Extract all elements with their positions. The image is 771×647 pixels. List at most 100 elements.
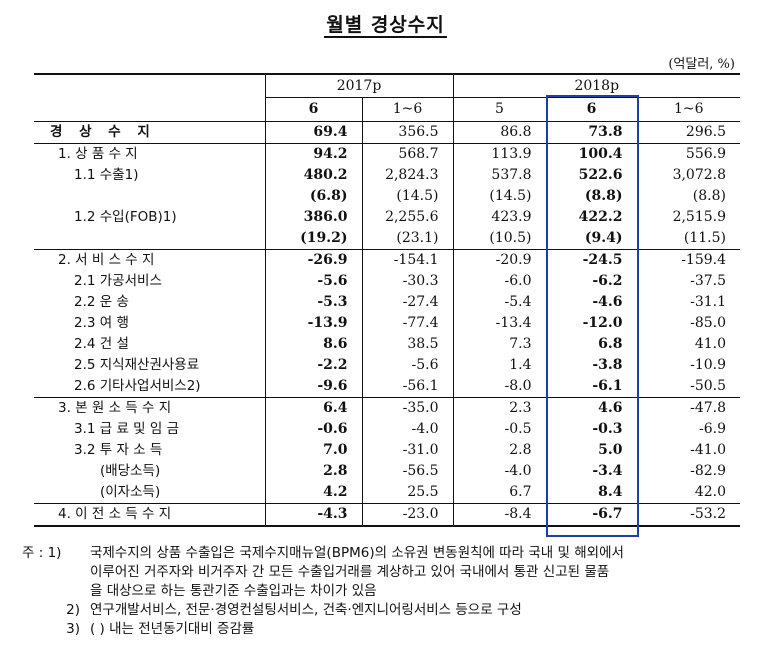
cell-value: 356.5	[362, 121, 454, 144]
cell-value: -2.2	[265, 355, 363, 376]
cell-value: 4.6	[546, 397, 638, 419]
cell-value: 69.4	[265, 121, 363, 144]
cell-value: (23.1)	[362, 228, 454, 250]
cell-value: 296.5	[637, 121, 740, 144]
cell-value: -0.5	[453, 419, 547, 440]
cell-value: 2,515.9	[672, 209, 726, 225]
cell-value: -47.8	[637, 397, 740, 419]
table-row: 3.1 급 료 및 임 금 -0.6 -4.0 -0.5 -0.3 -6.9	[34, 419, 740, 440]
cell-value: 86.8	[453, 121, 547, 144]
header-col: 6	[265, 97, 363, 122]
row-label: 2.5 지식재산권사용료	[34, 355, 266, 376]
cell-value: 6.4	[265, 397, 363, 419]
header-row-years: 2017p 2018p	[34, 73, 740, 98]
page-title: 월별 경상수지	[0, 10, 771, 38]
cell-value: 2.8	[265, 461, 363, 482]
cell-value: -4.6	[546, 292, 638, 313]
cell-value: -6.9	[699, 421, 726, 437]
cell-value: 2,255.6	[362, 207, 454, 228]
cell-value: -8.0	[453, 376, 547, 398]
cell-value: -23.0	[362, 503, 454, 527]
cell-value: 1.4	[453, 355, 547, 376]
header-col: 6	[546, 97, 638, 122]
cell-value: 94.2	[265, 143, 363, 165]
cell-value: -30.3	[362, 271, 454, 292]
table-row: 3.2 투 자 소 득 7.0 -31.0 2.8 5.0 -41.0	[34, 440, 740, 461]
cell-value: -27.4	[362, 292, 454, 313]
row-label: 2.3 여 행	[34, 313, 266, 334]
header-col: 1~6	[673, 101, 704, 117]
cell-value: -13.4	[453, 313, 547, 334]
footnote-1-line-2: 이루어진 거주자와 비거주자 간 모든 수출입거래를 계상하고 있어 국내에서 …	[90, 564, 610, 580]
cell-value: (14.5)	[453, 186, 547, 207]
cell-value: 25.5	[362, 482, 454, 504]
cell-value: -6.2	[546, 271, 638, 292]
row-label: (배당소득)	[34, 461, 266, 482]
row-label: 4. 이 전 소 득 수 지	[34, 503, 266, 527]
cell-value: 113.9	[453, 143, 547, 165]
cell-value: (9.4)	[546, 228, 638, 250]
table-row: 1.2 수입(FOB)1) 386.0 2,255.6 423.9 422.2 2,515…	[34, 207, 740, 228]
cell-value: 38.5	[362, 334, 454, 355]
table-row: 1. 상 품 수 지 94.2 568.7 113.9 100.4 556.9	[34, 143, 740, 165]
cell-value: -24.5	[546, 249, 638, 271]
row-label: 1. 상 품 수 지	[34, 143, 266, 165]
table-row: 경 상 수 지 69.4 356.5 86.8 73.8 296.5	[34, 121, 740, 144]
cell-value: -4.0	[453, 461, 547, 482]
footnote-1: 주 : 1) 국제수지의 상품 수출입은 국제수지매뉴얼(BPM6)의 소유권 …	[22, 544, 762, 563]
table-row: 2.2 운 송 -5.3 -27.4 -5.4 -4.6 -31.1	[34, 292, 740, 313]
table-row: 3. 본 원 소 득 수 지 6.4 -35.0 2.3 4.6 -47.8	[34, 397, 740, 419]
cell-value: (14.5)	[362, 186, 454, 207]
cell-value: -5.6	[362, 355, 454, 376]
cell-value: 73.8	[546, 121, 638, 144]
table-row: (19.2) (23.1) (10.5) (9.4) (11.5)	[34, 228, 740, 250]
header-col: 5	[453, 97, 547, 122]
table-row: 1.1 수출1) 480.2 2,824.3 537.8 522.6 3,072.8	[34, 165, 740, 186]
header-blank	[34, 97, 266, 122]
row-label: 2.4 건 설	[34, 334, 266, 355]
cell-value: -6.0	[453, 271, 547, 292]
cell-value: -4.3	[265, 503, 363, 527]
cell-value: 3,072.8	[672, 167, 726, 183]
cell-value: -20.9	[453, 249, 547, 271]
cell-value: -6.1	[546, 376, 638, 398]
cell-value: -31.0	[362, 440, 454, 461]
footnote-2-key: 2)	[66, 602, 80, 618]
cell-value: -13.9	[265, 313, 363, 334]
cell-value: -6.7	[546, 503, 638, 527]
row-label: 3. 본 원 소 득 수 지	[34, 397, 266, 419]
row-label: 2. 서 비 스 수 지	[34, 249, 266, 271]
header-corner	[34, 73, 266, 98]
cell-value: -10.9	[690, 357, 726, 373]
cell-value: -5.4	[453, 292, 547, 313]
cell-value: -77.4	[362, 313, 454, 334]
cell-value: -0.6	[265, 419, 363, 440]
cell-value: -56.5	[362, 461, 454, 482]
cell-value: -41.0	[690, 442, 726, 458]
table-row: 2.3 여 행 -13.9 -77.4 -13.4 -12.0 -85.0	[34, 313, 740, 334]
header-col: 1~6	[362, 97, 454, 122]
footnote-prefix: 주 : 1)	[22, 545, 62, 561]
cell-value: -3.4	[546, 461, 638, 482]
footnote-2: 2) 연구개발서비스, 전문·경영컨설팅서비스, 건축·엔지니어링서비스 등으로…	[22, 601, 762, 620]
cell-value: -85.0	[690, 315, 726, 331]
cell-value: -4.0	[362, 419, 454, 440]
row-label: 3.1 급 료 및 임 금	[34, 419, 266, 440]
table-row: 4. 이 전 소 득 수 지 -4.3 -23.0 -8.4 -6.7 -53.2	[34, 503, 740, 527]
footnote-1-line-3: 을 대상으로 하는 통관기준 수출입과는 차이가 있음	[90, 583, 377, 599]
footnote-3-key: 3)	[66, 621, 80, 637]
table-row: 2.4 건 설 8.6 38.5 7.3 6.8 41.0	[34, 334, 740, 355]
cell-value: (19.2)	[265, 228, 363, 250]
row-label	[34, 186, 266, 207]
table-row: 2.5 지식재산권사용료 -2.2 -5.6 1.4 -3.8 -10.9	[34, 355, 740, 376]
footnotes: 주 : 1) 국제수지의 상품 수출입은 국제수지매뉴얼(BPM6)의 소유권 …	[22, 544, 762, 639]
table-row: (6.8) (14.5) (14.5) (8.8) (8.8)	[34, 186, 740, 207]
row-label: (이자소득)	[34, 482, 266, 504]
table-row: 2. 서 비 스 수 지 -26.9 -154.1 -20.9 -24.5 -159.4	[34, 249, 740, 271]
footnote-3-text: ( ) 내는 전년동기대비 증감률	[90, 621, 255, 637]
cell-value: (6.8)	[265, 186, 363, 207]
cell-value: (8.8)	[692, 188, 726, 204]
cell-value: 7.0	[265, 440, 363, 461]
cell-value: -9.6	[265, 376, 363, 398]
footnote-1-line-1: 국제수지의 상품 수출입은 국제수지매뉴얼(BPM6)의 소유권 변동원칙에 따…	[90, 545, 624, 561]
